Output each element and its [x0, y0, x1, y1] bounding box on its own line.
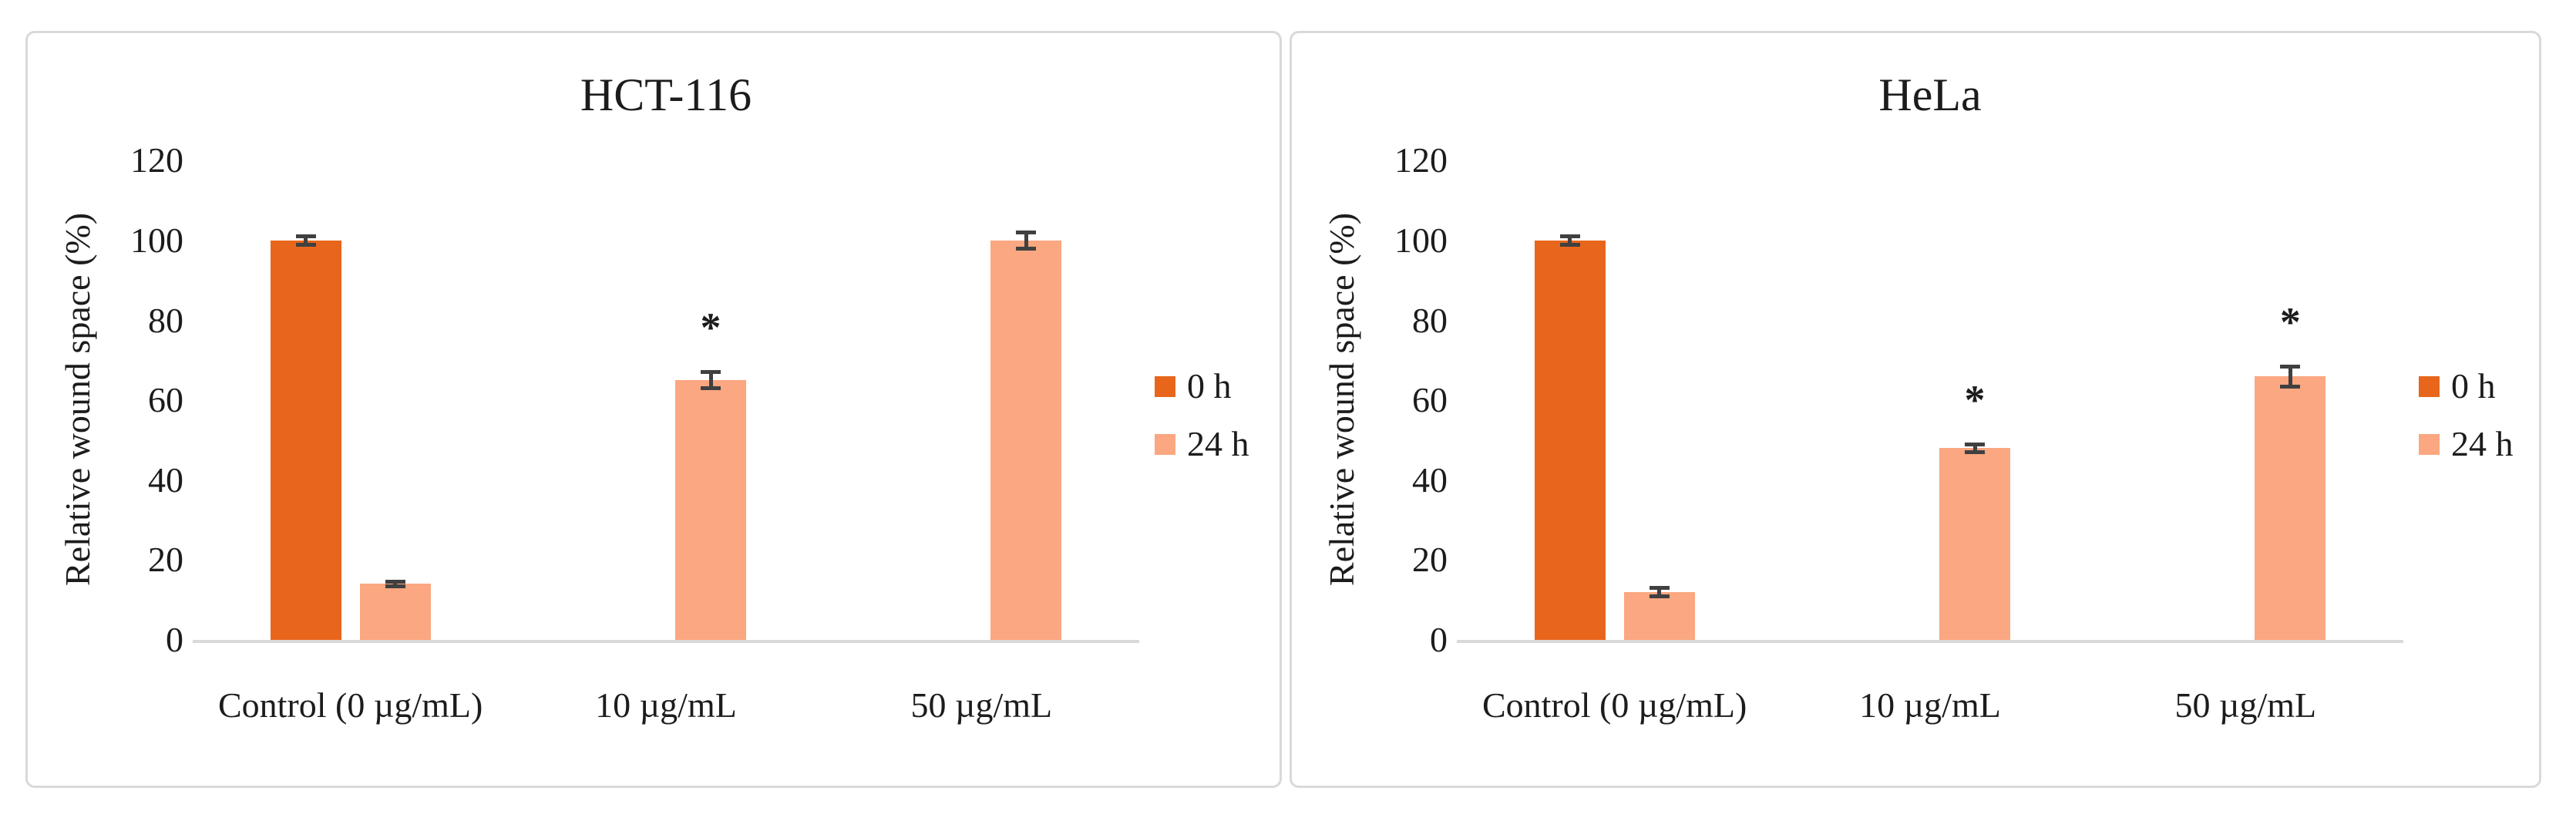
- bar-24h: [675, 380, 746, 640]
- error-bar-cap: [701, 386, 721, 391]
- error-bar-cap: [295, 242, 316, 247]
- legend-swatch-0h: [2419, 376, 2440, 397]
- y-tick-label: 60: [148, 380, 183, 420]
- x-category-label: Control (0 µg/mL): [1481, 685, 1747, 725]
- bar-0h: [1534, 241, 1606, 640]
- error-bar-cap: [1965, 450, 1985, 455]
- error-bar-line: [2288, 364, 2292, 389]
- significance-asterisk: *: [2279, 298, 2301, 345]
- y-tick-label: 0: [1430, 620, 1448, 659]
- legend-swatch-24h: [2419, 434, 2440, 455]
- x-category-label: 10 µg/mL: [1859, 685, 2001, 725]
- legend-label-24h: 24 h: [2451, 424, 2514, 463]
- y-tick-label: 40: [148, 459, 183, 500]
- error-bar-line: [1972, 442, 1977, 455]
- y-tick-label: 100: [1394, 220, 1448, 260]
- x-axis-line: [1457, 640, 2403, 643]
- error-bar-line: [1657, 586, 1662, 598]
- error-bar-cap: [1559, 234, 1580, 239]
- hct116-chart: HCT-116 Relative wound space (%) 0 20 40 60…: [28, 33, 1280, 786]
- y-tick-label: 120: [130, 140, 183, 180]
- legend-label-24h: 24 h: [1187, 424, 1249, 463]
- error-bar-line: [1024, 231, 1028, 251]
- error-bar-line: [393, 580, 398, 588]
- hela-chart-panel: HeLa Relative wound space (%) 0 20 40 60 80 1…: [1290, 31, 2541, 788]
- x-category-label: 50 µg/mL: [2174, 685, 2317, 725]
- hct116-chart-panel: HCT-116 Relative wound space (%) 0 20 40 60…: [25, 31, 1282, 788]
- chart-title-hct116: HCT-116: [580, 69, 752, 120]
- x-category-label: 50 µg/mL: [910, 685, 1053, 725]
- legend-swatch-24h: [1155, 434, 1175, 455]
- y-tick-label: 60: [1412, 380, 1448, 420]
- legend-swatch-0h: [1155, 376, 1175, 397]
- error-bar-cap: [385, 580, 405, 584]
- x-category-label: Control (0 µg/mL): [217, 685, 483, 725]
- y-tick-label: 100: [130, 220, 183, 260]
- y-tick-label: 0: [166, 620, 183, 659]
- significance-asterisk: *: [1964, 376, 1986, 423]
- error-bar-cap: [1649, 586, 1670, 591]
- chart-title-hela: HeLa: [1878, 69, 1982, 120]
- x-axis-line: [193, 640, 1139, 643]
- error-bar-cap: [1559, 242, 1580, 247]
- y-tick-label: 80: [148, 300, 183, 340]
- legend-label-0h: 0 h: [1187, 366, 1232, 406]
- error-bar-cap: [1649, 594, 1670, 598]
- bar-24h: [1623, 591, 1695, 640]
- error-bar-cap: [1016, 246, 1037, 251]
- error-bar-cap: [2280, 384, 2301, 389]
- error-bar-line: [708, 370, 713, 391]
- error-bar-line: [1568, 234, 1572, 247]
- error-bar-cap: [1965, 442, 1985, 446]
- bar-24h: [2255, 376, 2326, 640]
- x-category-label: 10 µg/mL: [595, 685, 737, 725]
- error-bar-cap: [701, 370, 721, 375]
- bar-0h: [270, 241, 341, 640]
- bar-24h: [990, 241, 1062, 640]
- error-bar-cap: [385, 584, 405, 588]
- error-bar-cap: [2280, 364, 2301, 369]
- y-tick-label: 80: [1412, 300, 1448, 340]
- bar-24h: [359, 584, 431, 640]
- legend-label-0h: 0 h: [2451, 366, 2496, 406]
- error-bar-cap: [295, 234, 316, 239]
- error-bar-cap: [1016, 231, 1037, 235]
- y-tick-label: 20: [1412, 540, 1448, 580]
- error-bar-line: [304, 234, 308, 247]
- significance-asterisk: *: [700, 305, 721, 352]
- bar-24h: [1939, 448, 2010, 640]
- y-tick-label: 20: [148, 540, 183, 580]
- y-tick-label: 40: [1412, 459, 1448, 500]
- hela-chart: HeLa Relative wound space (%) 0 20 40 60 80 1…: [1292, 33, 2539, 786]
- y-tick-label: 120: [1394, 140, 1448, 180]
